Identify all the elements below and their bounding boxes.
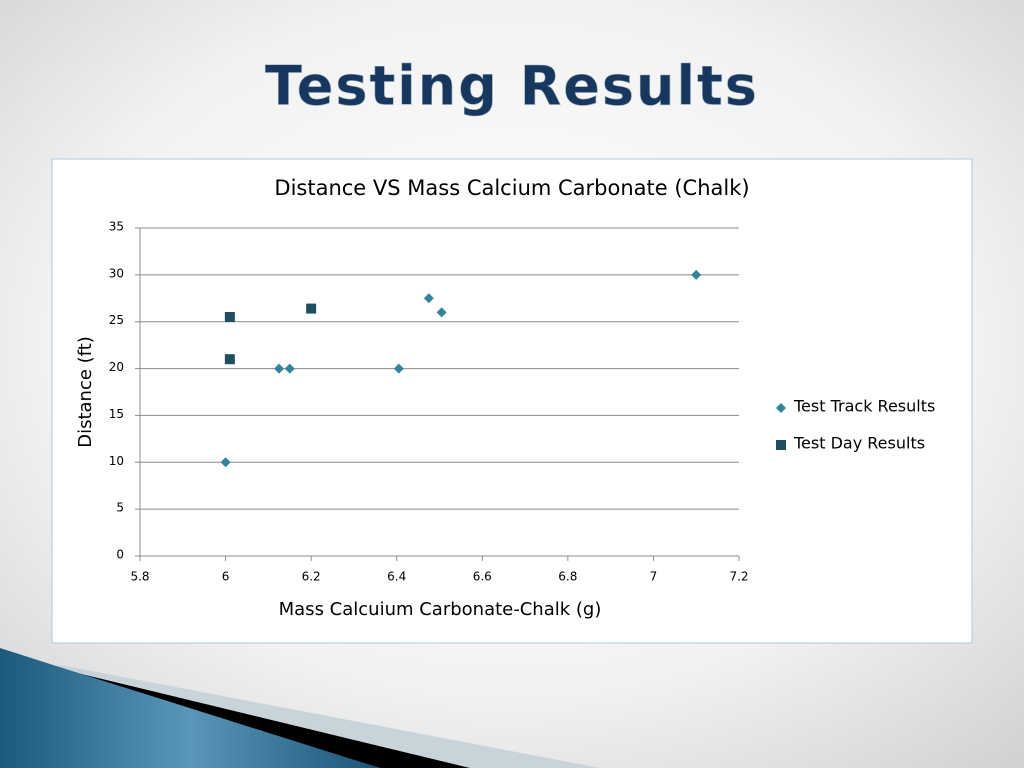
y-tick-label: 15 (109, 407, 124, 421)
marker-diamond (423, 293, 434, 304)
marker-square (224, 312, 235, 323)
marker-square (306, 303, 317, 314)
y-axis-label: Distance (ft) (75, 336, 96, 448)
x-tick-label: 6.2 (302, 570, 321, 584)
y-tick-label: 25 (109, 313, 124, 327)
chart-frame (51, 158, 973, 644)
chart-title: Distance VS Mass Calcium Carbonate (Chal… (274, 176, 749, 200)
x-axis-label: Mass Calcuium Carbonate-Chalk (g) (279, 599, 602, 620)
slide-title: Testing Results (265, 55, 759, 118)
decor-blue (0, 648, 380, 768)
marker-diamond (274, 363, 285, 374)
y-tick-label: 5 (116, 501, 124, 515)
x-tick-label: 7.2 (729, 570, 748, 584)
x-tick-label: 6.4 (387, 570, 406, 584)
y-tick-label: 35 (109, 220, 124, 234)
y-tick-label: 30 (109, 266, 124, 280)
y-tick-label: 10 (109, 454, 124, 468)
x-tick-label: 6 (222, 570, 230, 584)
legend-marker (776, 440, 786, 450)
legend-label: Test Day Results (793, 434, 925, 453)
x-tick-label: 6.6 (473, 570, 492, 584)
marker-diamond (691, 269, 702, 280)
marker-diamond (284, 363, 295, 374)
x-tick-label: 5.8 (130, 570, 149, 584)
marker-diamond (220, 457, 231, 468)
marker-diamond (436, 307, 447, 318)
legend-label: Test Track Results (793, 397, 935, 416)
legend-marker (776, 403, 786, 413)
marker-square (224, 354, 235, 365)
y-tick-label: 0 (116, 548, 124, 562)
x-tick-label: 7 (650, 570, 658, 584)
y-tick-label: 20 (109, 360, 124, 374)
marker-diamond (393, 363, 404, 374)
decor-black (40, 664, 470, 768)
x-tick-label: 6.8 (558, 570, 577, 584)
